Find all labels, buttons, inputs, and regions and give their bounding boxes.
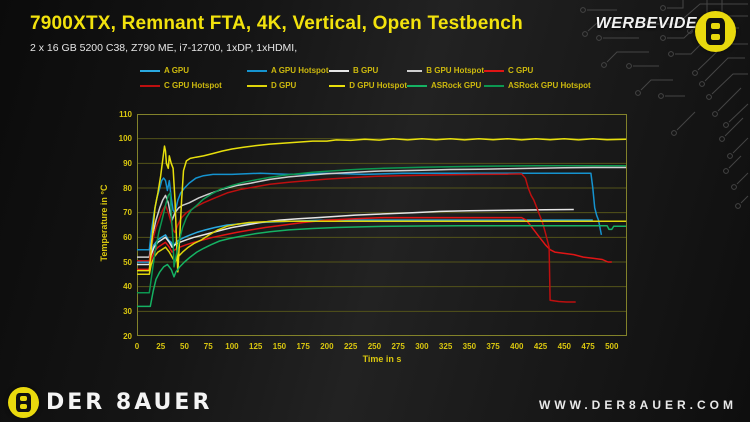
- y-tick-label: 60: [123, 232, 132, 242]
- series-line-asrock-gpu-hotspot: [137, 165, 627, 294]
- legend-item: D GPU Hotspot: [329, 81, 407, 90]
- website-link: WWW.DER8AUER.COM: [539, 398, 737, 412]
- series-line-d-gpu-hotspot: [137, 137, 627, 273]
- x-axis-title: Time in s: [362, 354, 402, 364]
- legend-label: ASRock GPU Hotspot: [508, 81, 591, 90]
- series-line-a-gpu: [137, 219, 593, 263]
- x-tick-label: 225: [343, 342, 358, 351]
- series-line-b-gpu: [137, 208, 574, 266]
- y-tick-label: 70: [123, 208, 132, 218]
- x-tick-label: 375: [486, 342, 500, 351]
- x-tick-label: 300: [415, 342, 429, 351]
- legend-swatch: [247, 84, 267, 87]
- legend-label: A GPU: [164, 66, 190, 75]
- series-line-c-gpu-hotspot: [137, 173, 576, 303]
- series-line-a-gpu-hotspot: [137, 172, 603, 251]
- x-tick-label: 250: [367, 342, 382, 351]
- x-tick-label: 450: [557, 342, 571, 351]
- page-subtitle: 2 x 16 GB 5200 C38, Z790 ME, i7-12700, 1…: [30, 42, 298, 54]
- x-tick-label: 425: [533, 342, 548, 351]
- legend-item: B GPU: [329, 66, 407, 75]
- legend-item: ASRock GPU: [407, 81, 484, 90]
- legend-swatch: [407, 69, 423, 72]
- chart-legend: A GPU A GPU Hotspot B GPU B GPU Hotspot C GP…: [140, 66, 591, 90]
- legend-label: A GPU Hotspot: [271, 66, 329, 75]
- x-tick-label: 0: [134, 342, 140, 351]
- series-line-asrock-gpu: [137, 224, 627, 308]
- legend-swatch: [329, 84, 346, 87]
- legend-swatch: [329, 69, 349, 72]
- legend-item: B GPU Hotspot: [407, 66, 484, 75]
- x-tick-label: 400: [510, 342, 524, 351]
- legend-item: A GPU: [140, 66, 247, 75]
- legend-swatch: [140, 84, 160, 87]
- plot-area: [137, 114, 627, 336]
- page-title: 7900XTX, Remnant FTA, 4K, Vertical, Open…: [30, 13, 523, 34]
- x-tick-label: 325: [438, 342, 453, 351]
- legend-swatch: [407, 84, 427, 87]
- legend-label: D GPU: [271, 81, 297, 90]
- y-tick-label: 90: [123, 158, 132, 168]
- werbevideo-badge: WERBEVIDEO: [596, 11, 736, 52]
- series-line-c-gpu: [137, 216, 612, 271]
- x-tick-label: 350: [462, 342, 477, 351]
- y-tick-label: 30: [123, 306, 132, 316]
- x-tick-label: 125: [249, 342, 263, 351]
- legend-label: B GPU Hotspot: [426, 66, 484, 75]
- y-tick-label: 100: [118, 134, 132, 144]
- y-tick-label: 40: [123, 282, 132, 292]
- x-tick-label: 275: [391, 342, 405, 351]
- legend-item: C GPU Hotspot: [140, 81, 247, 90]
- legend-label: ASRock GPU: [431, 81, 482, 90]
- werbevideo-label: WERBEVIDEO: [595, 15, 710, 32]
- y-tick-label: 50: [123, 257, 132, 267]
- y-tick-label: 80: [123, 183, 132, 193]
- brand-footer: DER 8AUER: [8, 387, 212, 418]
- legend-label: C GPU: [508, 66, 534, 75]
- y-tick-label: 110: [119, 109, 132, 119]
- legend-item: C GPU: [484, 66, 591, 75]
- brand-name: DER 8AUER: [46, 390, 213, 415]
- x-tick-label: 150: [272, 342, 287, 351]
- legend-item: ASRock GPU Hotspot: [484, 81, 591, 90]
- x-tick-label: 200: [320, 342, 334, 351]
- y-tick-label: 20: [123, 331, 132, 341]
- series-line-d-gpu: [137, 220, 627, 276]
- series-line-b-gpu-hotspot: [137, 166, 627, 258]
- legend-swatch: [484, 69, 504, 72]
- legend-item: A GPU Hotspot: [247, 66, 329, 75]
- x-tick-label: 25: [156, 342, 166, 351]
- legend-swatch: [247, 69, 267, 72]
- x-tick-label: 50: [180, 342, 189, 351]
- y-axis-title: Temperature in °C: [99, 184, 109, 262]
- der8auer-logo-icon: [8, 387, 39, 418]
- x-tick-label: 75: [203, 342, 213, 351]
- plot-border: [137, 114, 627, 336]
- legend-label: D GPU Hotspot: [349, 81, 407, 90]
- legend-label: B GPU: [353, 66, 379, 75]
- der8auer-logo-icon: [695, 11, 736, 52]
- x-tick-label: 175: [296, 342, 310, 351]
- legend-item: D GPU: [247, 81, 329, 90]
- x-tick-label: 100: [225, 342, 239, 351]
- legend-swatch: [140, 69, 160, 72]
- x-tick-label: 500: [605, 342, 619, 351]
- legend-swatch: [484, 84, 504, 87]
- x-tick-label: 475: [581, 342, 595, 351]
- legend-label: C GPU Hotspot: [164, 81, 222, 90]
